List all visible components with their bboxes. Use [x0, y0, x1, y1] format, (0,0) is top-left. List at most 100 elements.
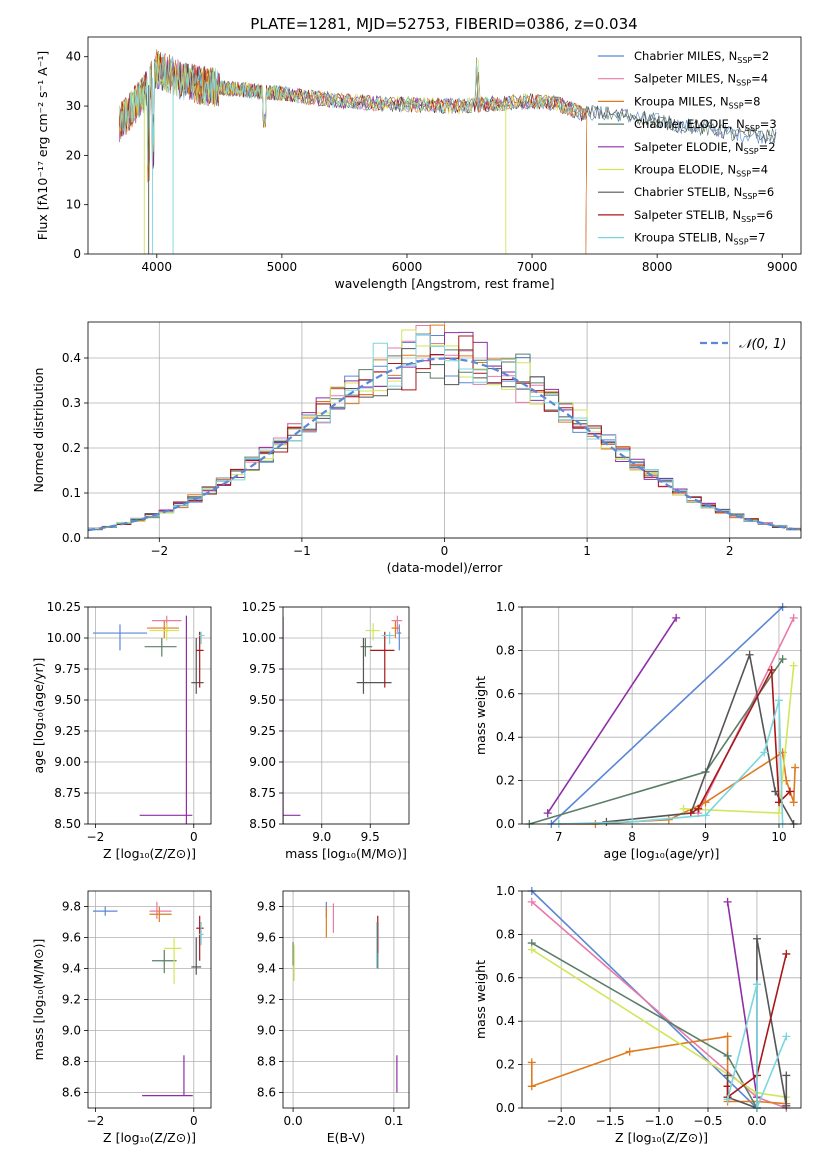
- age-vs-mass-xtick-label: 9.5: [361, 830, 380, 844]
- normal-reference-curve: [88, 357, 801, 532]
- weight-vs-age-xtick-label: 7: [555, 830, 563, 844]
- mass-vs-z-errorbar: [92, 906, 118, 916]
- weight-vs-z-marker: [723, 1095, 732, 1104]
- mass-vs-z-ytick-label: 8.8: [62, 1055, 81, 1069]
- weight-vs-age-line: [558, 751, 796, 825]
- age-vs-z-errorbar: [92, 624, 148, 651]
- mass-vs-z-ytick-label: 9.4: [62, 962, 81, 976]
- residual-histogram: [88, 333, 801, 530]
- age-vs-mass-errorbar: [283, 616, 301, 824]
- weight-vs-z-ytick-label: 0.2: [496, 1058, 515, 1072]
- weight-vs-z-marker: [752, 980, 761, 989]
- residuals-ytick-label: 0.2: [62, 441, 81, 455]
- age-vs-mass-axes: 9.0 9.5 8.50 8.75 9.00 9.25 9.50 9.75 10.00 10.25…: [242, 600, 409, 861]
- spectrum-xlabel: wavelength [Angstrom, rest frame]: [334, 276, 554, 291]
- weight-vs-z-marker: [723, 897, 732, 906]
- weight-vs-age-xtick-label: 10: [771, 830, 786, 844]
- age-vs-mass-xtick-label: 9.0: [312, 830, 331, 844]
- age-vs-z-points: [92, 615, 205, 824]
- mass-vs-z-errorbar: [191, 937, 202, 975]
- age-vs-z-xtick-label: 0: [190, 830, 198, 844]
- spectrum-lines: [119, 49, 777, 254]
- weight-vs-age-marker: [701, 798, 710, 807]
- mass-vs-ebv-ytick-label: 9.8: [257, 900, 276, 914]
- age-vs-z-ytick-label: 8.50: [54, 817, 81, 831]
- weight-vs-z-ytick-label: 1.0: [496, 884, 515, 898]
- age-vs-z-frame: [87, 606, 212, 825]
- residuals-xlabel: (data-model)/error: [387, 560, 504, 575]
- age-vs-z-ylabel: age [log₁₀(age/yr)]: [31, 658, 46, 774]
- mass-vs-ebv-ytick-label: 9.6: [257, 931, 276, 945]
- weight-vs-z-marker: [527, 897, 536, 906]
- weight-vs-age-marker: [679, 804, 688, 813]
- weight-vs-z-xtick-label: −0.5: [693, 1114, 722, 1128]
- residuals-ylabel: Normed distribution: [31, 368, 46, 493]
- residuals-xtick-label: −2: [150, 544, 168, 558]
- weight-vs-age-marker: [760, 748, 769, 757]
- mass-vs-z-axes: −2 0 8.6 8.8 9.0 9.2 9.4 9.6 9.8 Z [log₁₀(Z/Z⊙)] m…: [31, 891, 211, 1145]
- age-vs-z-errorbar: [144, 638, 177, 657]
- weight-vs-z-marker: [782, 1071, 791, 1080]
- residuals-xtick-label: −1: [293, 544, 311, 558]
- weight-vs-age-marker: [767, 665, 776, 674]
- age-vs-mass-errorbar: [360, 638, 373, 657]
- legend-entry: Chabrier STELIB, NSSP=6: [634, 185, 774, 201]
- spectrum-xtick-label: 8000: [642, 260, 673, 274]
- age-vs-z-ytick-label: 9.00: [54, 755, 81, 769]
- weight-vs-z-ylabel: mass weight: [473, 960, 488, 1039]
- age-vs-z-ytick-label: 9.25: [54, 724, 81, 738]
- weight-vs-age-marker: [664, 815, 673, 824]
- weight-vs-age-marker: [789, 798, 798, 807]
- mass-vs-ebv-ytick-label: 9.2: [257, 993, 276, 1007]
- age-vs-z-ytick-label: 10.25: [47, 600, 81, 614]
- weight-vs-age-ytick-label: 0.0: [496, 817, 515, 831]
- age-vs-z-ytick-label: 10.00: [47, 631, 81, 645]
- residuals-xtick-label: 1: [583, 544, 591, 558]
- legend-entry: Salpeter ELODIE, NSSP=2: [634, 140, 776, 156]
- residuals-frame: [87, 321, 802, 539]
- weight-vs-z-ytick-label: 0.4: [496, 1014, 515, 1028]
- weight-vs-age-line: [558, 700, 784, 825]
- weight-vs-z-line: [726, 984, 788, 1109]
- age-vs-z-xtick-label: −2: [87, 830, 105, 844]
- mass-vs-ebv-points: [292, 901, 398, 1093]
- age-vs-z-xlabel: Z [log₁₀(Z/Z⊙)]: [103, 846, 196, 861]
- age-vs-z-ytick-label: 9.75: [54, 662, 81, 676]
- mass-vs-z-points: [92, 901, 204, 1097]
- weight-vs-z-marker: [723, 1032, 732, 1041]
- mass-vs-z-ylabel: mass [log₁₀(M/M⊙)]: [31, 939, 46, 1061]
- weight-vs-age-ylabel: mass weight: [473, 676, 488, 755]
- weight-vs-age-ytick-label: 0.2: [496, 774, 515, 788]
- weight-vs-age-marker: [782, 776, 791, 785]
- weight-vs-z-xtick-label: −2.0: [547, 1114, 576, 1128]
- weight-vs-z-xtick-label: 0.0: [747, 1114, 766, 1128]
- mass-vs-ebv-xlabel: E(B-V): [327, 1130, 366, 1145]
- mass-vs-z-xtick-label: −2: [87, 1114, 105, 1128]
- age-vs-z-ytick-label: 8.75: [54, 786, 81, 800]
- weight-vs-z-marker: [752, 934, 761, 943]
- age-vs-mass-ytick-label: 9.75: [249, 662, 276, 676]
- age-vs-z-errorbar: [149, 623, 180, 641]
- age-vs-z-errorbar: [196, 631, 204, 688]
- weight-vs-age-line: [529, 658, 784, 825]
- weight-vs-age-line: [547, 617, 677, 814]
- age-vs-mass-errorbar: [381, 631, 395, 645]
- mass-vs-z-frame: [87, 890, 212, 1109]
- mass-vs-z-xtick-label: 0: [190, 1114, 198, 1128]
- residual-histogram: [88, 331, 801, 530]
- residual-histogram: [88, 329, 801, 530]
- weight-vs-z-marker: [527, 1058, 536, 1067]
- spectrum-xtick-label: 6000: [392, 260, 423, 274]
- mass-vs-z-ytick-label: 9.0: [62, 1024, 81, 1038]
- age-vs-z-errorbar: [147, 620, 180, 638]
- mass-vs-z-errorbar: [149, 906, 172, 922]
- residuals-legend: 𝒩(0, 1): [700, 337, 786, 352]
- weight-vs-z-line: [530, 1035, 787, 1105]
- residuals-ytick-label: 0.3: [62, 396, 81, 410]
- weight-vs-z-marker: [782, 1032, 791, 1041]
- weight-vs-age-ytick-label: 0.6: [496, 687, 515, 701]
- weight-vs-z-marker: [723, 1051, 732, 1060]
- age-vs-mass-errorbar: [370, 631, 395, 688]
- weight-vs-age-ytick-label: 0.8: [496, 643, 515, 657]
- weight-vs-age-marker: [791, 763, 800, 772]
